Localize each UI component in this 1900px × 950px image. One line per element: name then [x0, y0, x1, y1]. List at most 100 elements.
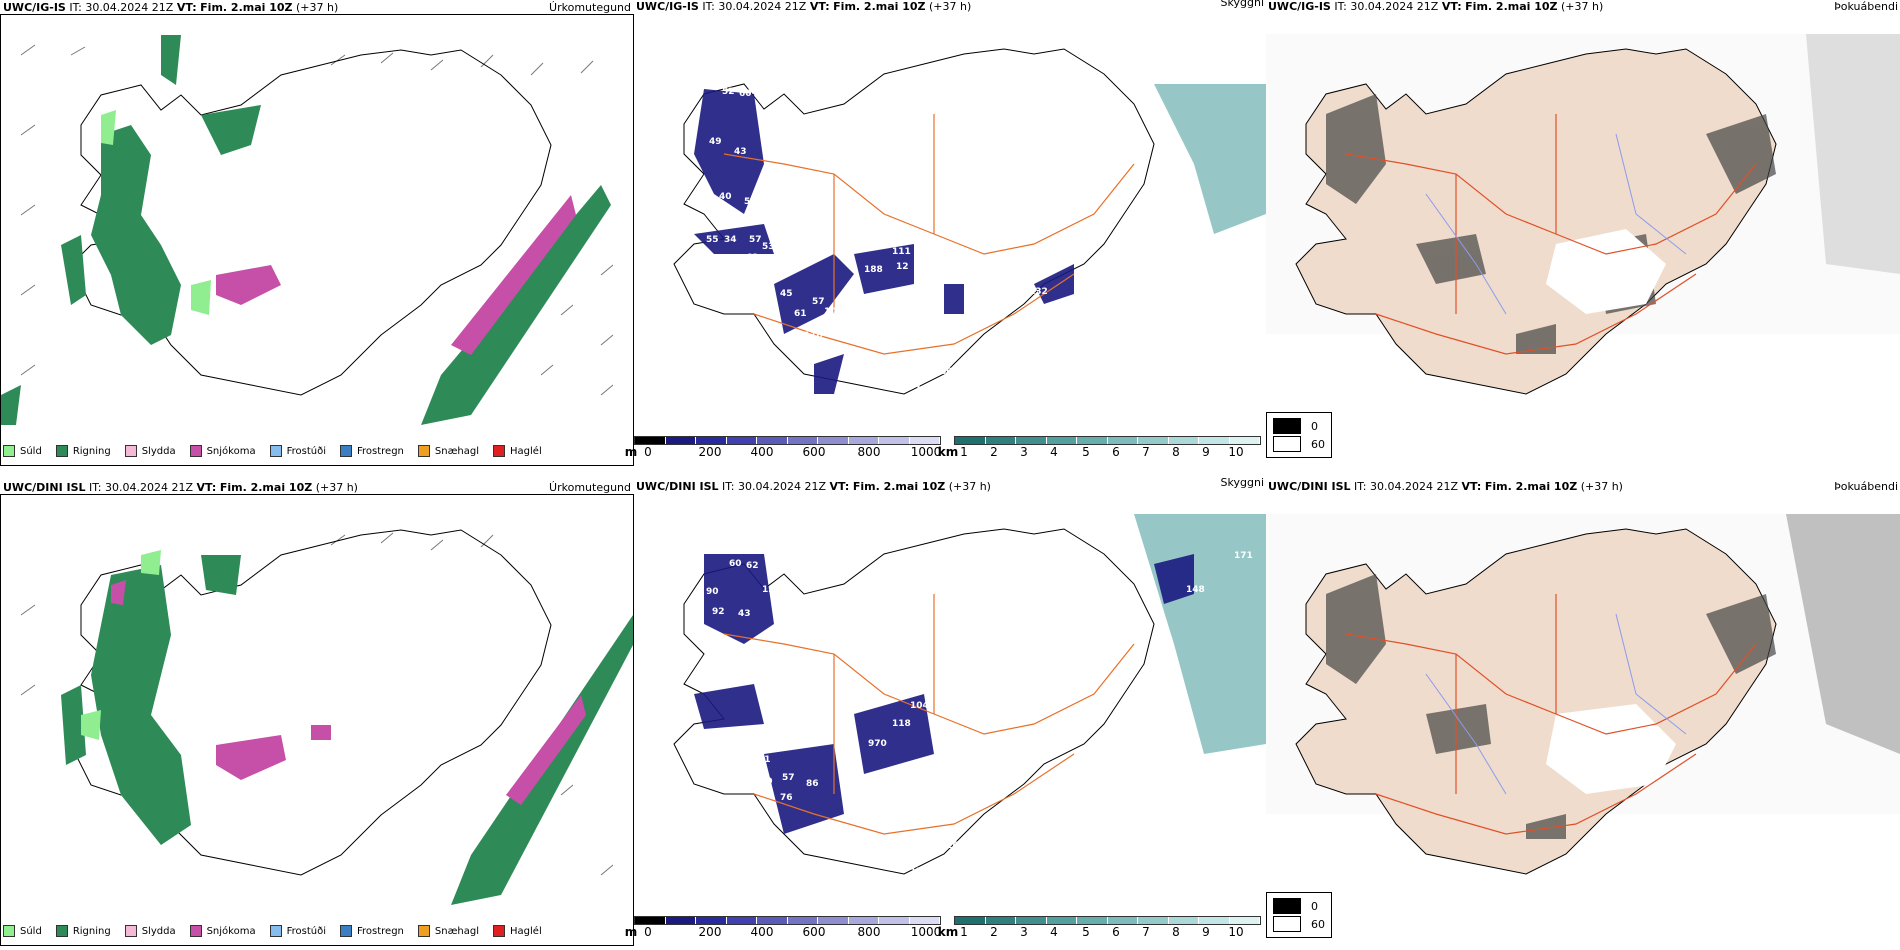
legend-item: Snjókoma — [189, 445, 256, 457]
ceiling-ticks: m 0 200 400 600 800 1000 — [624, 925, 942, 939]
colorbar-swatch — [955, 917, 986, 924]
svg-text:970: 970 — [868, 739, 887, 749]
legend-item: Súld — [3, 925, 42, 937]
svg-text:54: 54 — [742, 655, 755, 665]
svg-text:12: 12 — [896, 262, 909, 272]
svg-text:116: 116 — [940, 841, 959, 851]
svg-text:105: 105 — [862, 699, 881, 709]
drizzle-areas — [101, 110, 211, 315]
colorbar-swatch — [1199, 437, 1230, 444]
svg-text:40: 40 — [719, 192, 732, 202]
snow-areas — [111, 580, 586, 805]
svg-text:110: 110 — [804, 331, 823, 341]
svg-text:34: 34 — [724, 235, 737, 245]
colorbar-swatch — [1077, 437, 1108, 444]
legend-item: Snæhagl — [417, 445, 479, 457]
precip-map — [1, 35, 614, 425]
colorbar-swatch — [787, 437, 818, 444]
colorbar-swatch — [665, 437, 696, 444]
svg-text:57: 57 — [812, 297, 825, 307]
legend-swatch — [124, 445, 137, 457]
legend-item: Haglél — [493, 925, 542, 937]
svg-text:49: 49 — [709, 137, 722, 147]
cloud-blobs — [694, 554, 1194, 834]
precip-legend: Súld Rigning Slydda Snjókoma Frostúði Fr… — [3, 445, 542, 457]
ceiling-swatches — [634, 916, 941, 925]
svg-text:129: 129 — [762, 585, 781, 595]
panel-header: UWC/DINI ISL IT: 30.04.2024 21Z VT: Fim.… — [3, 481, 358, 494]
svg-text:62: 62 — [746, 253, 759, 263]
svg-text:148: 148 — [1186, 585, 1205, 595]
colorbar-swatch — [985, 917, 1016, 924]
legend-item: Frostúði — [269, 925, 326, 937]
cloud-panel-bottom: UWC/DINI ISL IT: 30.04.2024 21Z VT: Fim.… — [624, 476, 1332, 944]
legend-swatch — [269, 925, 282, 937]
legend-swatch — [55, 445, 68, 457]
cloud-panel-top: UWC/IG-IS IT: 30.04.2024 21Z VT: Fim. 2.… — [624, 0, 1332, 464]
svg-text:170: 170 — [910, 867, 929, 877]
visibility-ticks: km 1 2 3 4 5 6 7 8 9 10 — [937, 445, 1244, 459]
precip-legend: Súld Rigning Slydda Snjókoma Frostúði Fr… — [3, 925, 542, 937]
svg-text:43: 43 — [738, 609, 751, 619]
visibility-colorbar: km 1 2 3 4 5 6 7 8 9 10 — [937, 916, 1261, 939]
roads — [1345, 594, 1757, 835]
svg-text:111: 111 — [892, 247, 911, 257]
legend-swatch — [55, 925, 68, 937]
colorbar-swatch — [1229, 437, 1260, 444]
colorbar-swatch — [1168, 437, 1199, 444]
legend-swatch — [493, 445, 506, 457]
legend-swatch — [340, 445, 352, 457]
svg-text:74: 74 — [940, 347, 953, 357]
colorbar-swatch — [818, 437, 849, 444]
svg-text:80: 80 — [772, 227, 785, 237]
legend-swatch — [124, 925, 137, 937]
svg-text:40: 40 — [940, 367, 953, 377]
legend-item: Frostregn — [340, 445, 404, 457]
legend-swatch — [1273, 436, 1301, 452]
colorbar-swatch — [1138, 437, 1169, 444]
legend-item: Slydda — [124, 445, 176, 457]
svg-text:50: 50 — [760, 777, 773, 787]
colorbar-swatch — [909, 437, 940, 444]
panel-header: UWC/DINI ISL IT: 30.04.2024 21Z VT: Fim.… — [1268, 480, 1623, 493]
legend-item: Rigning — [55, 445, 111, 457]
colorbar-swatch — [848, 437, 879, 444]
visibility-ticks: km 1 2 3 4 5 6 7 8 9 10 — [937, 925, 1244, 939]
svg-text:53: 53 — [762, 242, 775, 252]
colorbar-swatch — [635, 917, 666, 924]
colorbar-swatch — [1046, 437, 1077, 444]
panel-header: UWC/DINI ISL IT: 30.04.2024 21Z VT: Fim.… — [636, 480, 991, 493]
colorbar-swatch — [1077, 917, 1108, 924]
svg-text:52: 52 — [722, 87, 735, 97]
fog-map — [1266, 514, 1900, 875]
legend-swatch — [3, 445, 15, 457]
svg-text:55: 55 — [706, 235, 719, 245]
colorbar-swatch — [757, 437, 788, 444]
ceiling-colorbar: m 0 200 400 600 800 1000 — [624, 916, 942, 939]
roads — [723, 594, 1135, 835]
svg-text:56: 56 — [1124, 255, 1137, 265]
legend-item: Slydda — [124, 925, 176, 937]
svg-text:86: 86 — [806, 779, 819, 789]
fog-panel-top: UWC/IG-IS IT: 30.04.2024 21Z VT: Fim. 2.… — [1266, 0, 1900, 434]
colorbar-swatch — [1199, 917, 1230, 924]
ceiling-ticks: m 0 200 400 600 800 1000 — [624, 445, 942, 459]
cloud-labels: 60 62 90 92 43 129 54 61 41 50 57 76 65 … — [706, 551, 1253, 877]
roads — [1345, 114, 1757, 355]
colorbar-swatch — [909, 917, 940, 924]
roads — [723, 114, 1135, 355]
svg-text:45: 45 — [780, 289, 793, 299]
colorbar-swatch — [1016, 437, 1047, 444]
visibility-colorbar: km 1 2 3 4 5 6 7 8 9 10 — [937, 436, 1261, 459]
legend-swatch — [189, 445, 202, 457]
colorbar-swatch — [818, 917, 849, 924]
colorbar-swatch — [985, 437, 1016, 444]
visibility-swatches — [954, 436, 1261, 445]
svg-text:83: 83 — [1154, 197, 1167, 207]
cloud-labels: 52 60 49 43 40 54 55 34 57 62 53 80 188 … — [706, 87, 1167, 395]
panel-header: UWC/IG-IS IT: 30.04.2024 21Z VT: Fim. 2.… — [3, 1, 339, 14]
fog-legend: 0 60 — [1266, 892, 1332, 938]
legend-swatch — [1273, 916, 1301, 932]
svg-text:62: 62 — [746, 561, 759, 571]
panel-title: Úrkomutegund — [549, 1, 631, 14]
